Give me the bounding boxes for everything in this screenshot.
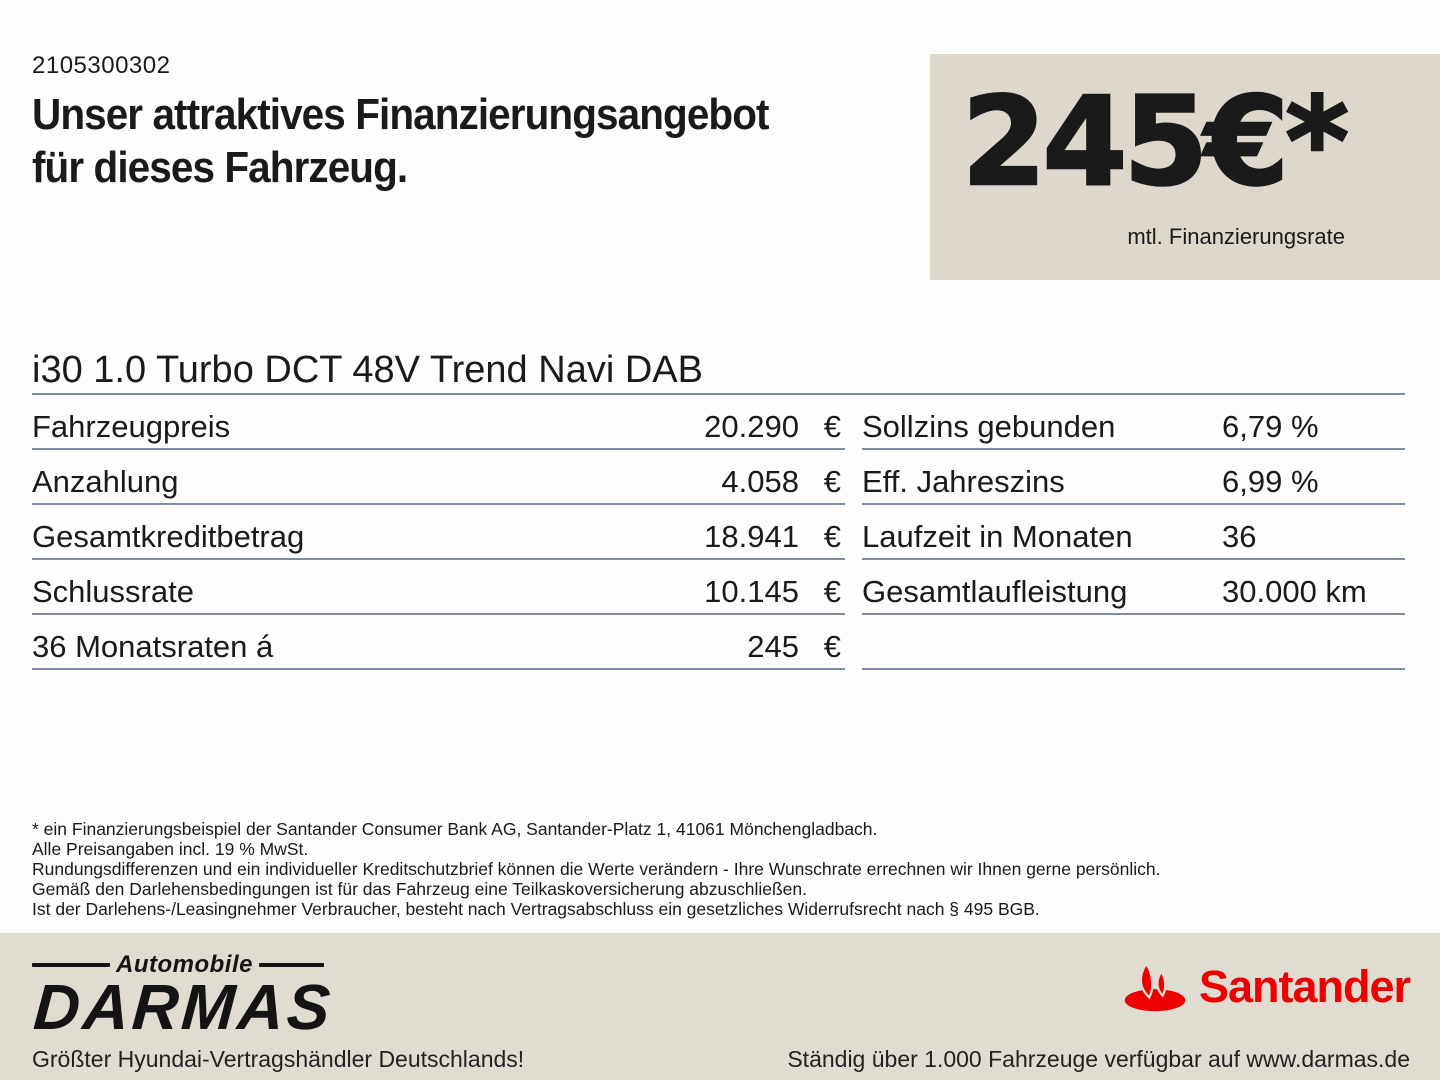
finance-row-sollzins: Sollzins gebunden 6,79 % (862, 395, 1405, 450)
row-label: Gesamtkreditbetrag (32, 519, 305, 554)
row-value: 20.290 (704, 409, 799, 444)
row-unit: € (823, 464, 841, 499)
page-title-line2: für dieses Fahrzeug. (32, 143, 408, 192)
row-unit: € (823, 519, 841, 554)
monthly-rate-amount: 245€* (960, 71, 1350, 213)
monthly-rate-box: 245€* mtl. Finanzierungsrate (930, 54, 1440, 280)
footer-tagline-right: Ständig über 1.000 Fahrzeuge verfügbar a… (787, 1046, 1410, 1072)
page-title: Unser attraktives Finanzierungsangebot f… (32, 88, 770, 194)
row-value: 36 (1222, 519, 1257, 554)
footnote-line: Gemäß den Darlehensbedingungen ist für d… (32, 879, 807, 899)
row-unit: € (823, 574, 841, 609)
row-unit: € (823, 409, 841, 444)
row-value: 18.941 (704, 519, 799, 554)
finance-row-empty (862, 615, 1405, 670)
row-value: 245 (747, 629, 799, 664)
footer-tagline-left: Größter Hyundai-Vertragshändler Deutschl… (32, 1046, 525, 1072)
offer-id-number: 2105300302 (32, 52, 171, 79)
darmas-automobile-label: Automobile (116, 951, 253, 978)
row-label: Anzahlung (32, 464, 179, 499)
finance-row-fahrzeugpreis: Fahrzeugpreis 20.290 € (32, 395, 845, 450)
finance-row-anzahlung: Anzahlung 4.058 € (32, 450, 845, 505)
finance-row-schlussrate: Schlussrate 10.145 € (32, 560, 845, 615)
row-label: Fahrzeugpreis (32, 409, 231, 444)
santander-wordmark: Santander (1198, 960, 1411, 1012)
finance-table-right: Sollzins gebunden 6,79 % Eff. Jahreszins… (862, 395, 1405, 670)
footnote-line: Ist der Darlehens-/Leasingnehmer Verbrau… (32, 899, 1040, 919)
monthly-rate-caption: mtl. Finanzierungsrate (1127, 224, 1345, 249)
footnote-line: Rundungsdifferenzen und ein individuelle… (32, 859, 1161, 879)
row-label: Schlussrate (32, 574, 194, 609)
darmas-rule-left (32, 963, 110, 967)
row-label: 36 Monatsraten á (32, 629, 274, 664)
row-label: Gesamtlaufleistung (862, 574, 1128, 609)
footnote-line: Alle Preisangaben incl. 19 % MwSt. (32, 839, 309, 859)
row-value: 6,99 % (1222, 464, 1319, 499)
finance-row-gesamtlaufleistung: Gesamtlaufleistung 30.000 km (862, 560, 1405, 615)
darmas-logo: Automobile DARMAS (31, 951, 335, 1043)
finance-row-laufzeit: Laufzeit in Monaten 36 (862, 505, 1405, 560)
legal-footnotes: * ein Finanzierungsbeispiel der Santande… (32, 819, 1412, 919)
row-label: Sollzins gebunden (862, 409, 1116, 444)
row-label: Eff. Jahreszins (862, 464, 1065, 499)
row-value: 10.145 (704, 574, 799, 609)
finance-row-jahreszins: Eff. Jahreszins 6,99 % (862, 450, 1405, 505)
row-unit: € (823, 629, 841, 664)
santander-logo: Santander (1123, 960, 1411, 1013)
darmas-logo-top: Automobile (32, 951, 324, 979)
footer-band: Automobile DARMAS Santander Größter Hyun… (0, 933, 1440, 1080)
row-value: 30.000 km (1222, 574, 1367, 609)
row-value: 4.058 (721, 464, 799, 499)
darmas-wordmark: DARMAS (31, 971, 336, 1043)
vehicle-title: i30 1.0 Turbo DCT 48V Trend Navi DAB (32, 349, 1405, 395)
footnote-line: * ein Finanzierungsbeispiel der Santande… (32, 819, 878, 839)
row-label: Laufzeit in Monaten (862, 519, 1133, 554)
page-title-line1: Unser attraktives Finanzierungsangebot (32, 90, 770, 139)
darmas-rule-right (259, 963, 324, 967)
row-value: 6,79 % (1222, 409, 1319, 444)
santander-flame-icon (1124, 963, 1186, 1012)
finance-table-left: Fahrzeugpreis 20.290 € Anzahlung 4.058 €… (32, 395, 845, 670)
finance-row-monatsraten: 36 Monatsraten á 245 € (32, 615, 845, 670)
finance-row-gesamtkreditbetrag: Gesamtkreditbetrag 18.941 € (32, 505, 845, 560)
